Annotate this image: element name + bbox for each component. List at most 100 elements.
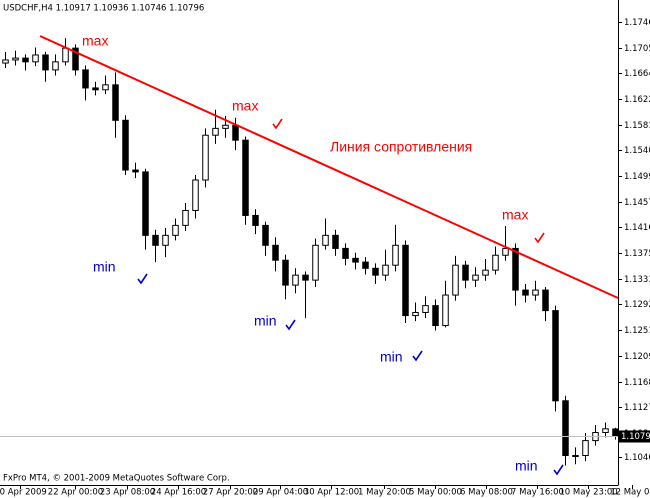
current-price-box <box>619 430 650 443</box>
candle-body <box>182 209 189 226</box>
annotation: max <box>82 33 108 49</box>
candle-body <box>372 267 379 276</box>
candle-body <box>602 428 609 434</box>
annotation: Линия сопротивления <box>330 139 472 155</box>
candle-body <box>42 54 49 71</box>
x-tick-label: 7 May 16:00 <box>511 488 564 498</box>
candle-body <box>432 305 439 327</box>
annotation: max <box>232 98 258 114</box>
candle-body <box>392 244 399 266</box>
y-tick-label: 1.14160 <box>624 223 650 233</box>
candle-body <box>322 234 329 246</box>
candle-body <box>412 311 419 317</box>
candle-body <box>222 124 229 129</box>
chart-title: USDCHF,H4 1.10917 1.10936 1.10746 1.1079… <box>3 4 204 14</box>
y-tick-label: 1.16220 <box>624 95 650 105</box>
footer: FxPro MT4, © 2001-2009 MetaQuotes Softwa… <box>3 474 230 484</box>
candle-body <box>422 305 429 313</box>
current-price-label: 1.10796 <box>621 432 650 442</box>
candle-body <box>112 84 119 121</box>
annotation: min <box>515 458 538 474</box>
candle-body <box>402 244 409 317</box>
checkmarks <box>137 118 564 476</box>
candle-body <box>242 139 249 216</box>
candle-body <box>552 310 559 402</box>
x-tick-label: 22 Apr 00:00 <box>48 488 103 498</box>
y-tick-label: 1.16640 <box>624 69 650 79</box>
x-tick-label: 5 May 00:00 <box>409 488 462 498</box>
candle-body <box>122 119 129 171</box>
candle-body <box>162 234 169 246</box>
y-tick-label: 1.12920 <box>624 300 650 310</box>
candle-body <box>192 179 199 211</box>
candle-body <box>482 269 489 276</box>
y-tick-label: 1.14570 <box>624 198 650 208</box>
candle-body <box>332 234 339 249</box>
candle-body <box>442 294 449 327</box>
candle-body <box>142 171 149 236</box>
checkmark <box>285 319 296 331</box>
x-tick-label: 1 May 20:00 <box>358 488 411 498</box>
candle-body <box>532 289 539 296</box>
x-tick-label: 23 Apr 08:00 <box>100 488 155 498</box>
y-tick-label: 1.11680 <box>624 378 650 388</box>
y-tick-label: 1.15810 <box>624 121 650 131</box>
candle-body <box>82 69 89 89</box>
candle-body <box>492 254 499 271</box>
candle-body <box>152 234 159 246</box>
y-tick-label: 1.17050 <box>624 44 650 54</box>
x-tick-label: 10 May 23:00 <box>559 488 617 498</box>
checkmark <box>412 350 423 362</box>
candle-body <box>102 84 109 91</box>
candle-body <box>22 57 29 63</box>
candle-body <box>302 274 309 281</box>
x-tick-label: 30 Apr 12:00 <box>304 488 359 498</box>
candle-body <box>62 47 69 63</box>
candle-body <box>172 224 179 236</box>
candle-body <box>582 440 589 457</box>
annotation: min <box>254 313 277 329</box>
candle-body <box>512 247 519 291</box>
resistance-line <box>39 35 619 299</box>
x-tick-label: 27 Apr 20:00 <box>203 488 258 498</box>
candle-body <box>292 274 299 286</box>
candle-body <box>522 289 529 296</box>
candle-body <box>612 428 619 437</box>
annotation: max <box>502 207 528 223</box>
y-tick-label: 1.14990 <box>624 172 650 182</box>
candle-body <box>12 57 19 61</box>
checkmark <box>137 273 148 285</box>
y-tick-label: 1.13750 <box>624 249 650 259</box>
candle-body <box>472 274 479 281</box>
candle-body <box>92 87 99 91</box>
annotation: min <box>380 349 403 365</box>
plot <box>0 35 619 466</box>
candle-body <box>572 455 579 458</box>
candle-body <box>352 257 359 263</box>
y-tick-label: 1.12510 <box>624 326 650 336</box>
x-tick-label: 12 May 04 <box>610 488 650 498</box>
candle-body <box>52 61 59 71</box>
candle-body <box>452 264 459 296</box>
checkmark <box>534 232 545 244</box>
candle-body <box>212 127 219 136</box>
candle-body <box>272 244 279 261</box>
checkmark <box>272 118 283 130</box>
candle-body <box>252 214 259 226</box>
x-tick-label: 20 Apr 2009 <box>0 488 47 498</box>
x-tick-label: 29 Apr 04:00 <box>253 488 308 498</box>
y-tick-label: 1.11270 <box>624 403 650 413</box>
candle-body <box>542 289 549 312</box>
candle-body <box>502 247 509 256</box>
candle-body <box>312 244 319 281</box>
annotation: min <box>93 259 116 275</box>
y-tick-label: 1.17460 <box>624 18 650 28</box>
candle-body <box>562 400 569 457</box>
candle-body <box>282 259 289 286</box>
candle-body <box>342 247 349 259</box>
candle-body <box>2 59 9 64</box>
candle-body <box>382 264 389 276</box>
checkmark <box>553 464 564 476</box>
